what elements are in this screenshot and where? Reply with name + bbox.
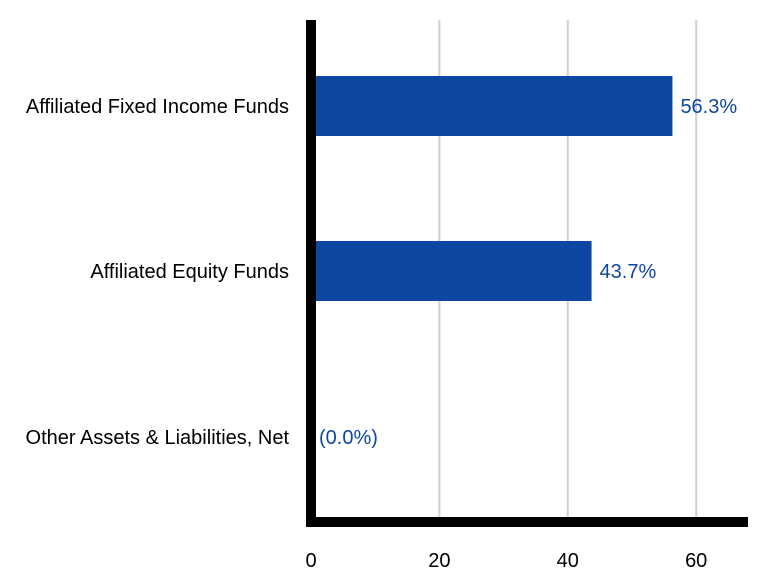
x-tick-label-60: 60 <box>685 550 707 572</box>
category-label-other-assets-liabilities-net: Other Assets & Liabilities, Net <box>26 427 290 449</box>
data-label-affiliated-fixed-income-funds: 56.3% <box>680 96 737 118</box>
axes <box>306 20 748 527</box>
y-axis-line <box>306 20 316 526</box>
bar-affiliated-equity-funds <box>311 241 592 301</box>
data-label-affiliated-equity-funds: 43.7% <box>600 261 657 283</box>
bar-affiliated-fixed-income-funds <box>311 76 673 136</box>
bars <box>311 76 673 301</box>
data-label-other-assets-liabilities-net: (0.0%) <box>319 427 378 449</box>
x-tick-label-40: 40 <box>557 550 579 572</box>
category-labels: Affiliated Fixed Income Funds Affiliated … <box>26 96 290 449</box>
data-labels: 56.3% 43.7% (0.0%) <box>319 96 737 449</box>
x-tick-labels: 0 20 40 60 <box>305 550 707 572</box>
category-label-affiliated-equity-funds: Affiliated Equity Funds <box>90 261 289 283</box>
x-axis-line <box>306 517 748 527</box>
category-label-affiliated-fixed-income-funds: Affiliated Fixed Income Funds <box>26 96 289 118</box>
x-tick-label-0: 0 <box>305 550 316 572</box>
x-tick-label-20: 20 <box>428 550 450 572</box>
